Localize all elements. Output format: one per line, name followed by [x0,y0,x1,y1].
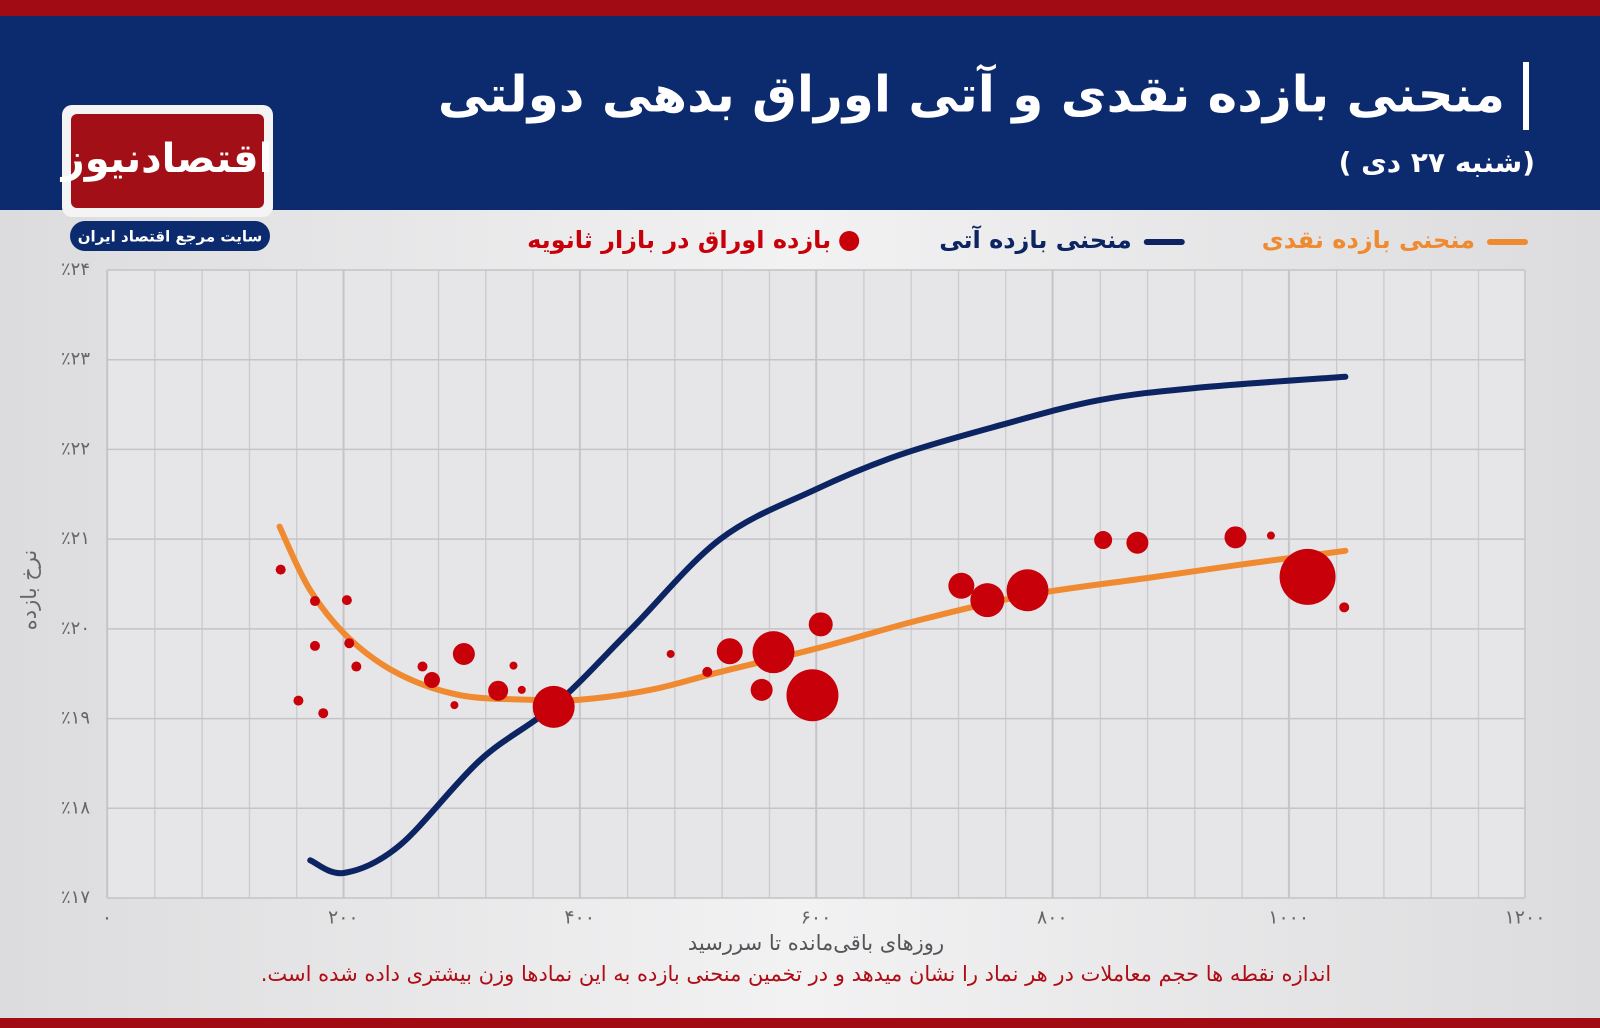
bubble [1339,602,1350,613]
bubble [750,678,773,701]
top-strip [0,0,1600,16]
logo-name: اقتصادنیوز [60,136,273,182]
bubble [309,596,320,607]
bubble [702,666,713,677]
y-tick-label: ٪۲۰ [61,618,90,639]
legend-label: منحنی بازده آتی [939,225,1132,254]
bubble [752,631,795,674]
bubble [1094,531,1113,550]
bubble [452,642,475,665]
y-axis-label: نرخ بازده [17,550,41,630]
bubble [341,595,352,606]
bubble [808,612,833,637]
x-tick-label: ۰ [102,907,112,929]
x-tick-label: ۲۰۰ [328,907,359,929]
bubble [786,669,839,722]
bubble [517,685,526,694]
title-bar [1523,62,1529,130]
labels: ٪۱۷ ٪۱۸ ٪۱۹ ٪۲۰ ٪۲۱ ٪۲۲ ٪۲۳ ٪۲۴ ۰ ۲۰۰ ۴۰۰ ۶۰۰ ۸۰۰ ۱۰۰… [61,225,1545,929]
bubble [351,661,362,672]
y-tick-label: ٪۲۳ [61,349,90,370]
y-tick-label: ٪۲۱ [61,528,90,549]
y-tick-label: ٪۱۹ [61,708,90,729]
logo-inner [71,114,264,208]
y-tick-label: ٪۲۲ [61,438,90,459]
marks [275,373,1350,877]
title: منحنی بازده نقدی و آتی اوراق بدهی دولتی [438,64,1505,125]
bubble [970,583,1005,618]
bubble [509,661,518,670]
legend-label: منحنی بازده نقدی [1262,226,1475,254]
bubble [1266,531,1275,540]
x-tick-label: ۶۰۰ [801,907,832,929]
curve [276,523,1349,704]
y-tick-label: ٪۲۴ [61,259,90,280]
bubble [716,638,743,665]
bubble [344,638,355,649]
note: اندازه نقطه ها حجم معاملات در هر نماد را… [261,962,1332,987]
bubble [450,701,459,710]
legend-label: بازده اوراق در بازار ثانویه [527,226,831,254]
bubble [948,572,975,599]
bubble [1224,526,1247,549]
logo-tagline: سایت مرجع اقتصاد ایران [78,228,262,246]
bubble [293,695,304,706]
x-tick-label: ۱۲۰۰ [1505,907,1546,929]
legend-swatch [839,231,860,251]
x-axis-label: روزهای باقی‌مانده تا سررسید [688,931,944,955]
y-tick-label: ٪۱۷ [61,887,90,908]
bubble [417,661,428,672]
x-tick-label: ۱۰۰۰ [1268,907,1309,929]
x-tick-label: ۴۰۰ [564,907,595,929]
bubble [488,680,509,701]
y-tick-label: ٪۱۸ [61,797,90,818]
bubble [1006,569,1049,612]
bubble [1279,548,1336,605]
logo-tagline-bg [70,221,270,251]
curve [307,373,1349,877]
bubble [275,564,286,575]
bubble [318,708,329,719]
bubble [309,640,320,651]
bubble [423,671,440,688]
subtitle: (شنبه ۲۷ دی ) [1339,146,1535,179]
bubble [532,685,575,728]
bubble [666,649,675,658]
x-tick-label: ۸۰۰ [1037,907,1068,929]
bottom-strip [0,1018,1600,1028]
bubble [1126,531,1149,554]
